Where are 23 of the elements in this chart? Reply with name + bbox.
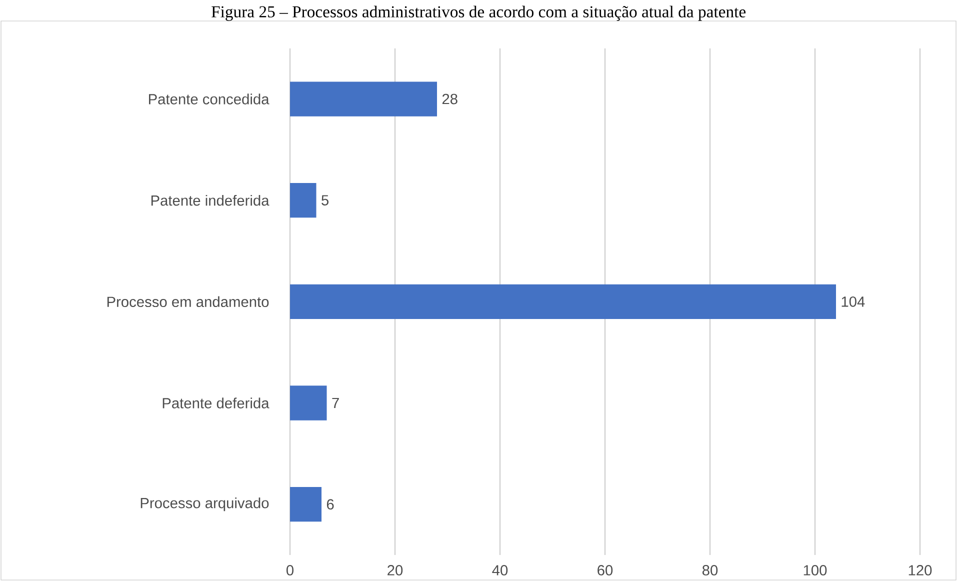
y-tick-label: Processo em andamento: [107, 296, 269, 308]
y-tick-label: Patente concedida: [149, 94, 270, 104]
y-tick-label: Processo arquivado: [140, 497, 269, 512]
data-label: 5: [322, 195, 328, 206]
x-tick-label: 20: [388, 565, 403, 576]
chart-title: Figura 25 – Processos administrativos de acordo com a situação atual da patente: [212, 6, 746, 21]
x-tick-label: 0: [286, 565, 294, 576]
data-label: 28: [442, 94, 458, 104]
data-label: 6: [326, 499, 334, 510]
x-tick-label: 100: [804, 565, 827, 576]
bar: [290, 182, 316, 218]
y-tick-label: Patente indeferida: [151, 194, 270, 206]
x-tick-label: 60: [598, 565, 613, 576]
data-label: 104: [842, 296, 865, 307]
bar: [290, 82, 437, 116]
x-tick-label: 40: [492, 565, 508, 576]
x-tick-label: 80: [702, 565, 718, 576]
x-tick-label: 120: [908, 565, 932, 576]
bar: [290, 284, 836, 319]
data-label: 7: [332, 398, 339, 408]
y-tick-label: Patente deferida: [162, 398, 270, 408]
bar: [290, 486, 322, 522]
bar: [290, 386, 327, 420]
